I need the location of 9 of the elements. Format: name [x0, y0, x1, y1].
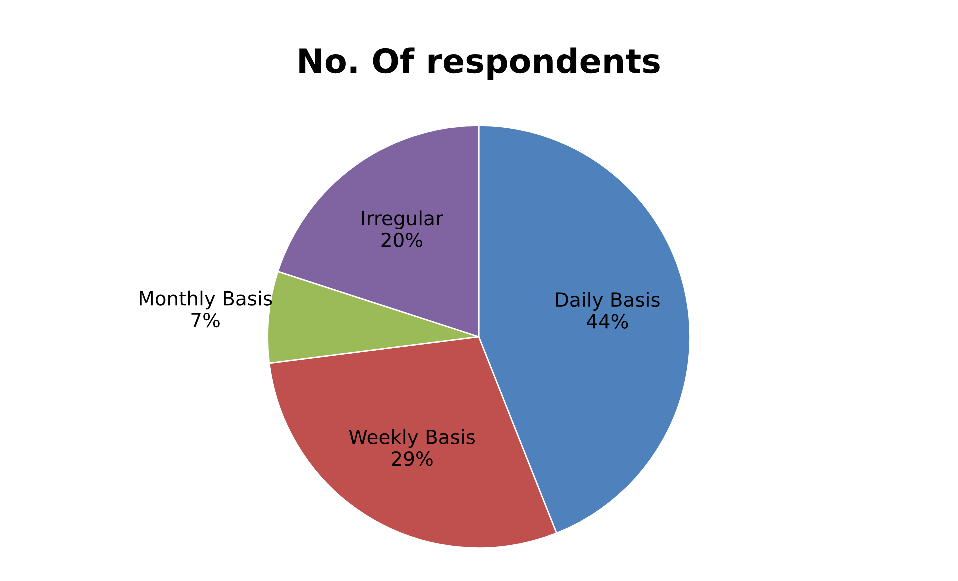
slice-label: Irregular [362, 210, 444, 230]
slice-label: Weekly Basis [349, 429, 476, 448]
slice-label: Daily Basis [556, 292, 660, 311]
chart-title: No. Of respondents [300, 48, 660, 80]
data-label: 29% [392, 452, 433, 466]
data-label: 20% [382, 232, 423, 248]
data-label: 44% [587, 314, 628, 329]
data-label: 7% [192, 312, 220, 328]
slice-label: Monthly Basis [140, 290, 272, 310]
